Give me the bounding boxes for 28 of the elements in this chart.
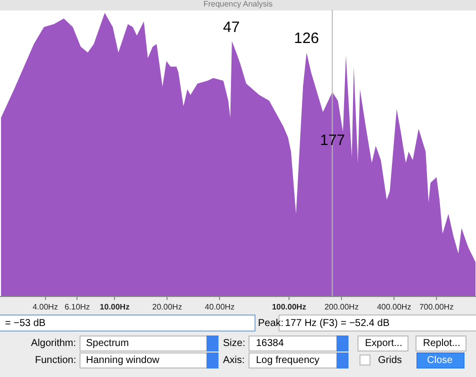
x-tick-label: 100.00Hz: [272, 302, 306, 312]
text: Replot...: [423, 338, 460, 349]
text: Hanning window: [86, 355, 160, 366]
x-tick-label: 400.00Hz: [376, 302, 412, 312]
annotation: 177: [320, 132, 346, 149]
text: 177 Hz (F3) = −52.4 dB: [285, 318, 390, 329]
x-tick-label: 20.00Hz: [152, 302, 182, 312]
text: Log frequency: [256, 355, 320, 366]
text: Peak:: [258, 318, 284, 329]
x-tick-label: 10.00Hz: [100, 302, 130, 312]
x-tick-label: 40.00Hz: [204, 302, 235, 312]
text: Grids: [378, 355, 402, 366]
text: Size:: [223, 338, 246, 349]
x-tick-label: 4.00Hz: [32, 302, 58, 312]
annotation: 47: [223, 19, 240, 36]
text: Close: [427, 355, 454, 366]
text: Export...: [365, 338, 402, 349]
text: = −53 dB: [5, 318, 46, 329]
x-tick-label: 700.00Hz: [419, 302, 454, 312]
text: Spectrum: [86, 338, 129, 349]
x-tick-label: 200.00Hz: [324, 302, 359, 312]
text: Algorithm:: [31, 338, 76, 349]
chart-title: Frequency Analysis: [203, 0, 273, 9]
text: 16384: [256, 338, 284, 349]
annotation: 126: [294, 30, 320, 47]
text: Axis:: [223, 355, 245, 366]
text: Function:: [35, 355, 76, 366]
x-tick-label: 6.10Hz: [64, 302, 90, 312]
